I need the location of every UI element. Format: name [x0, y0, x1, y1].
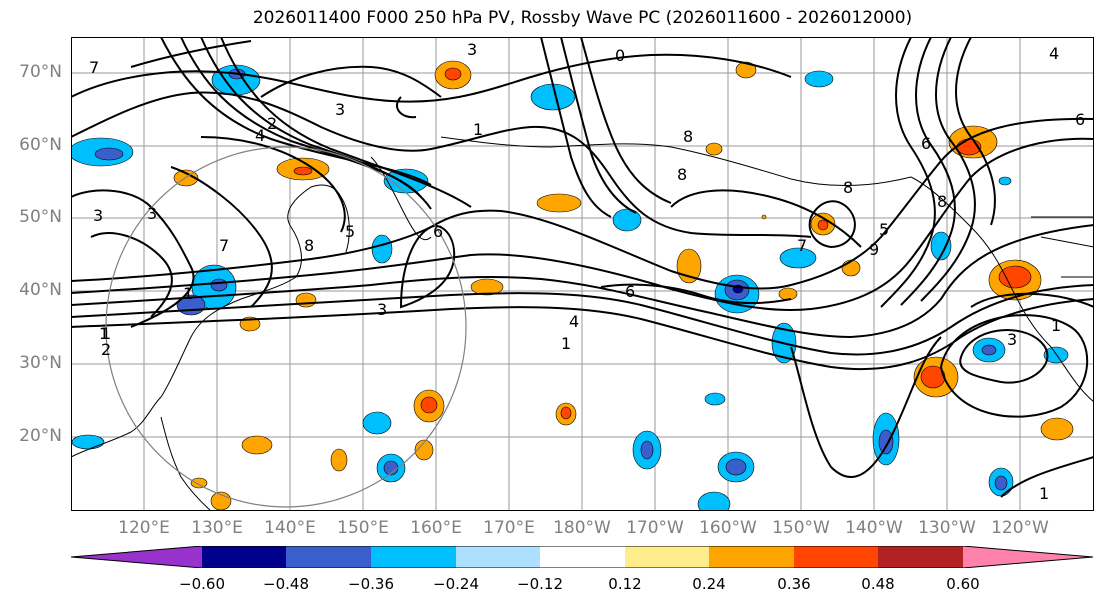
contour-label: 3 — [147, 204, 157, 223]
contour-label: 4 — [255, 126, 265, 145]
contour-label: 8 — [937, 192, 947, 211]
colorbar-segment — [625, 546, 709, 568]
lon-label: 130°W — [918, 518, 976, 538]
contour-label: 8 — [677, 165, 687, 184]
lon-label: 170°E — [483, 518, 535, 538]
colorbar-tick-label: 0.60 — [946, 575, 980, 593]
colorbar-tick-label: −0.36 — [348, 575, 394, 593]
contour-label: 1 — [1051, 316, 1061, 335]
colorbar-tick-label: −0.24 — [433, 575, 479, 593]
lat-label: 40°N — [19, 280, 62, 300]
pv-contours — [71, 37, 1094, 498]
contour-label: 7 — [219, 236, 229, 255]
contour-label: 3 — [467, 40, 477, 59]
contour-label: 0 — [615, 46, 625, 65]
contour-label: 6 — [921, 134, 931, 153]
contour-label: 3 — [335, 100, 345, 119]
colorbar-segment — [540, 546, 625, 568]
reference-circle — [105, 146, 467, 508]
contour-label: 6 — [433, 222, 443, 241]
contour-label: 1 — [473, 120, 483, 139]
lat-label: 20°N — [19, 426, 62, 446]
colorbar-segment — [794, 546, 878, 568]
contour-label: 4 — [1049, 44, 1059, 63]
colorbar-segment — [371, 546, 456, 568]
lon-label: 140°E — [264, 518, 316, 538]
contour-label: 8 — [304, 236, 314, 255]
colorbar-segment — [709, 546, 794, 568]
lon-label: 120°E — [118, 518, 170, 538]
colorbar-segment — [286, 546, 371, 568]
lon-label: 160°W — [699, 518, 757, 538]
lon-label: 150°E — [337, 518, 389, 538]
contour-label: 9 — [869, 240, 879, 259]
colorbar-segment — [878, 546, 963, 568]
contour-label: 8 — [843, 178, 853, 197]
colorbar-tick-label: 0.12 — [608, 575, 642, 593]
map-title: 2026011400 F000 250 hPa PV, Rossby Wave … — [252, 8, 913, 28]
contour-label: 1 — [561, 334, 571, 353]
lon-label: 120°W — [991, 518, 1049, 538]
contour-label: 5 — [879, 220, 889, 239]
contour-label: 6 — [625, 282, 635, 301]
contour-label: 2 — [101, 340, 111, 359]
contour-label: 3 — [93, 206, 103, 225]
contour-label: 2 — [267, 114, 277, 133]
contour-label: 1 — [101, 324, 111, 343]
lon-label: 150°W — [772, 518, 830, 538]
lat-label: 70°N — [19, 62, 62, 82]
lon-label: 160°E — [410, 518, 462, 538]
contour-label: 8 — [683, 127, 693, 146]
colorbar — [71, 546, 1094, 568]
lon-label: 140°W — [845, 518, 903, 538]
contour-label: 3 — [1007, 330, 1017, 349]
lat-label: 30°N — [19, 353, 62, 373]
map-panel: 3 0 1 2 4 3 1 4 1 3 6 8 7 6 8 8 5 7 8 3 … — [71, 37, 1094, 511]
lat-label: 50°N — [19, 207, 62, 227]
coastlines — [71, 136, 1094, 511]
grid-lines — [71, 37, 1094, 511]
contour-label: 1 — [99, 324, 109, 343]
colorbar-segment — [963, 546, 1093, 568]
contour-label: 6 — [1075, 110, 1085, 129]
lon-label: 180°W — [553, 518, 611, 538]
contour-label: 1 — [1039, 484, 1049, 503]
colorbar-tick-label: 0.24 — [692, 575, 726, 593]
contour-label: 1 — [183, 284, 193, 303]
map-border — [71, 37, 1094, 511]
contour-label: 7 — [89, 58, 99, 77]
colorbar-segment — [202, 546, 286, 568]
colorbar-tick-label: −0.60 — [179, 575, 225, 593]
colorbar-tick-label: 0.48 — [861, 575, 895, 593]
contour-label: 4 — [569, 312, 579, 331]
contour-label: 5 — [345, 222, 355, 241]
lon-label: 170°W — [626, 518, 684, 538]
contour-label: 7 — [797, 236, 807, 255]
colorbar-tick-label: −0.48 — [263, 575, 309, 593]
colorbar-tick-label: 0.36 — [777, 575, 811, 593]
colorbar-tick-label: −0.12 — [517, 575, 563, 593]
lat-label: 60°N — [19, 135, 62, 155]
colorbar-segment — [71, 546, 202, 568]
colorbar-outline — [71, 546, 1094, 568]
contour-label: 3 — [377, 300, 387, 319]
colorbar-segment — [456, 546, 540, 568]
lon-label: 130°E — [191, 518, 243, 538]
